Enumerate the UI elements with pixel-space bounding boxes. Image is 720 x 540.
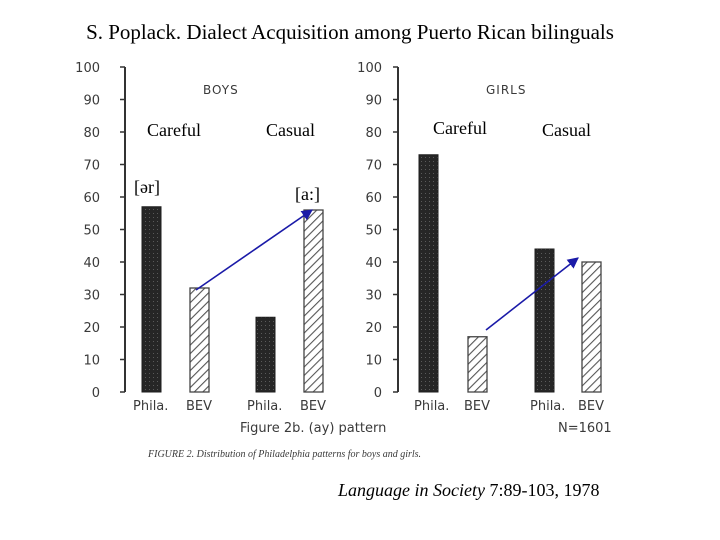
boys-group-casual: Casual xyxy=(266,120,315,140)
figure-caption: FIGURE 2. Distribution of Philadelphia p… xyxy=(147,449,421,460)
boys-y-ticks: 0 10 20 30 40 50 60 70 80 90 100 xyxy=(75,61,125,401)
girls-group-careful: Careful xyxy=(433,118,487,138)
boys-ytick-label: 40 xyxy=(83,256,100,271)
girls-ytick-label: 90 xyxy=(365,94,382,109)
boys-ytick-label: 20 xyxy=(83,321,100,336)
girls-ytick-label: 100 xyxy=(357,61,382,76)
boys-group-careful: Careful xyxy=(147,120,201,140)
girls-ytick-label: 50 xyxy=(365,224,382,239)
boys-annotation-a: [a:] xyxy=(295,184,320,204)
girls-ytick-label: 30 xyxy=(365,289,382,304)
girls-bars xyxy=(418,154,602,393)
girls-bar-phila-careful xyxy=(418,154,439,393)
girls-ytick-label: 40 xyxy=(365,256,382,271)
boys-panel: 0 10 20 30 40 50 60 70 80 90 100 BOYS Careful Casu… xyxy=(75,61,326,414)
boys-ytick-label: 50 xyxy=(83,224,100,239)
boys-ytick-label: 100 xyxy=(75,61,100,76)
boys-bar-phila-careful xyxy=(141,206,162,393)
girls-ytick-label: 60 xyxy=(365,191,382,206)
boys-xtick-label: Phila. xyxy=(133,399,168,414)
girls-ytick-label: 10 xyxy=(365,354,382,369)
slide-title: S. Poplack. Dialect Acquisition among Pu… xyxy=(86,20,614,44)
boys-ytick-label: 10 xyxy=(83,354,100,369)
boys-ytick-label: 90 xyxy=(83,94,100,109)
girls-group-casual: Casual xyxy=(542,120,591,140)
girls-arrow xyxy=(485,257,579,331)
boys-x-labels: Phila. BEV Phila. BEV xyxy=(133,399,326,414)
boys-ytick-label: 0 xyxy=(92,386,100,401)
girls-panel: 0 10 20 30 40 50 60 70 80 90 100 GIRLS Careful Cas… xyxy=(357,61,604,414)
boys-xtick-label: BEV xyxy=(186,399,212,414)
girls-xtick-label: BEV xyxy=(578,399,604,414)
boys-title: BOYS xyxy=(203,83,239,97)
girls-xtick-label: Phila. xyxy=(414,399,449,414)
boys-ytick-label: 70 xyxy=(83,159,100,174)
boys-xtick-label: Phila. xyxy=(247,399,282,414)
girls-xtick-label: Phila. xyxy=(530,399,565,414)
girls-title: GIRLS xyxy=(486,83,526,97)
boys-xtick-label: BEV xyxy=(300,399,326,414)
girls-bar-phila-casual xyxy=(534,248,555,393)
girls-ytick-label: 0 xyxy=(374,386,382,401)
girls-bar-bev-casual xyxy=(581,261,602,393)
boys-bar-bev-careful xyxy=(189,287,210,393)
citation-details: 7:89-103, 1978 xyxy=(484,480,600,500)
boys-ytick-label: 80 xyxy=(83,126,100,141)
girls-y-ticks: 0 10 20 30 40 50 60 70 80 90 100 xyxy=(357,61,398,401)
girls-ytick-label: 70 xyxy=(365,159,382,174)
boys-ytick-label: 60 xyxy=(83,191,100,206)
boys-bar-phila-casual xyxy=(255,316,276,393)
figure-subtitle: Figure 2b. (ay) pattern xyxy=(240,421,386,436)
sample-size: N=1601 xyxy=(558,421,612,436)
girls-xtick-label: BEV xyxy=(464,399,490,414)
citation-journal: Language in Society xyxy=(338,480,485,500)
girls-ytick-label: 80 xyxy=(365,126,382,141)
girls-bar-bev-careful xyxy=(467,336,488,393)
boys-ytick-label: 30 xyxy=(83,289,100,304)
citation: Language in Society 7:89-103, 1978 xyxy=(338,480,599,501)
boys-bar-bev-casual xyxy=(303,209,324,393)
boys-arrow xyxy=(195,209,313,291)
boys-bars xyxy=(141,206,324,393)
boys-annotation-er: [ər] xyxy=(134,177,160,197)
girls-x-labels: Phila. BEV Phila. BEV xyxy=(414,399,604,414)
girls-ytick-label: 20 xyxy=(365,321,382,336)
